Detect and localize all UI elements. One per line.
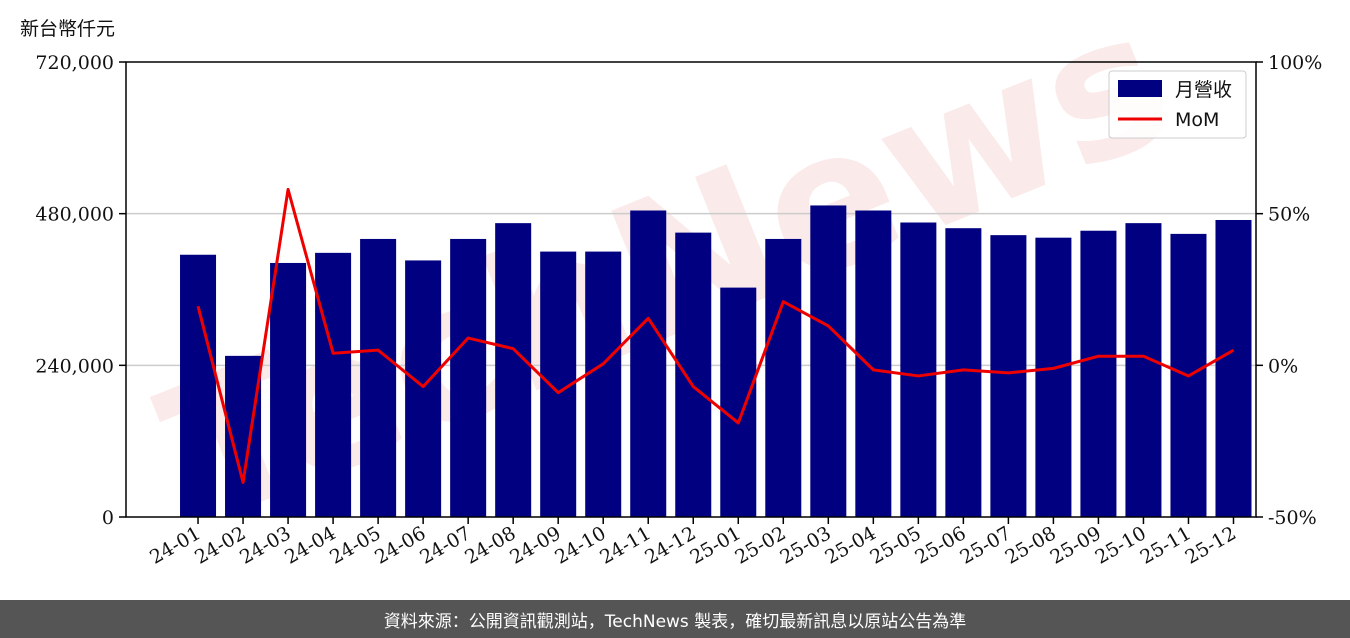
x-tick-label: 25-10 (1092, 522, 1150, 568)
revenue-bar-24-05 (360, 238, 397, 517)
revenue-bar-24-11 (630, 210, 667, 517)
revenue-bar-25-10 (1125, 223, 1162, 518)
legend-swatch-revenue (1118, 80, 1162, 97)
source-footer: 資料來源：公開資訊觀測站，TechNews 製表，確切最新訊息以原站公告為準 (0, 600, 1350, 638)
right-tick-label: 0% (1268, 355, 1298, 377)
x-tick-label: 24-08 (461, 522, 519, 568)
x-tick-label: 25-12 (1182, 522, 1240, 568)
x-tick-label: 24-06 (371, 522, 429, 568)
x-tick-label: 25-01 (686, 522, 744, 568)
bar-series (180, 205, 1252, 518)
revenue-bar-24-01 (180, 254, 217, 518)
revenue-bar-25-03 (810, 205, 847, 517)
x-tick-label: 24-01 (146, 522, 204, 568)
x-tick-label: 25-05 (866, 522, 924, 568)
legend-label-mom: MoM (1175, 109, 1219, 131)
revenue-bar-24-06 (405, 260, 442, 517)
source-footer-text: 資料來源：公開資訊觀測站，TechNews 製表，確切最新訊息以原站公告為準 (383, 611, 967, 632)
x-tick-label: 24-09 (506, 522, 564, 568)
plot-frame (125, 61, 1257, 518)
right-tick-label: 50% (1268, 204, 1310, 226)
revenue-bar-25-05 (900, 222, 937, 517)
legend: 月營收 MoM (1108, 70, 1247, 139)
x-tick-label: 24-11 (596, 522, 654, 568)
revenue-bar-25-12 (1215, 219, 1252, 517)
revenue-bar-24-07 (450, 238, 487, 517)
revenue-bar-25-01 (720, 287, 757, 517)
revenue-bar-25-02 (765, 238, 802, 517)
right-tick-label: -50% (1268, 507, 1317, 529)
revenue-bar-24-03 (270, 262, 307, 517)
x-tick-label: 25-07 (956, 522, 1014, 568)
x-tick-label: 25-11 (1137, 522, 1195, 568)
revenue-bar-25-07 (990, 235, 1027, 517)
x-tick-label: 25-08 (1001, 522, 1059, 568)
revenue-chart: TechNews 0240,000480,000720,000-50%0%50%… (35, 0, 1322, 569)
revenue-bar-24-08 (495, 223, 532, 518)
x-tick-label: 25-02 (731, 522, 789, 568)
revenue-bar-24-04 (315, 252, 352, 517)
x-tick-label: 25-06 (911, 522, 969, 568)
legend-label-revenue: 月營收 (1175, 79, 1232, 101)
x-tick-label: 24-05 (326, 522, 384, 568)
revenue-bar-25-09 (1080, 230, 1117, 517)
left-tick-label: 0 (102, 507, 114, 529)
revenue-bar-25-04 (855, 210, 892, 517)
mom-line (196, 187, 1235, 484)
left-tick-label: 240,000 (35, 355, 114, 377)
x-tick-label: 25-04 (821, 522, 879, 568)
x-tick-label: 24-10 (551, 522, 609, 568)
x-tick-label: 25-09 (1046, 522, 1104, 568)
right-tick-label: 100% (1268, 52, 1322, 74)
y-axis-unit-label: 新台幣仟元 (20, 18, 116, 40)
left-tick-label: 480,000 (35, 204, 114, 226)
revenue-bar-25-08 (1035, 237, 1072, 518)
revenue-bar-24-10 (585, 251, 622, 518)
x-tick-label: 24-12 (641, 522, 699, 568)
x-tick-label: 25-03 (776, 522, 834, 568)
left-tick-label: 720,000 (35, 52, 114, 74)
revenue-bar-24-12 (675, 232, 712, 517)
x-tick-label: 24-07 (416, 522, 474, 568)
mom-line-series (196, 187, 1235, 484)
